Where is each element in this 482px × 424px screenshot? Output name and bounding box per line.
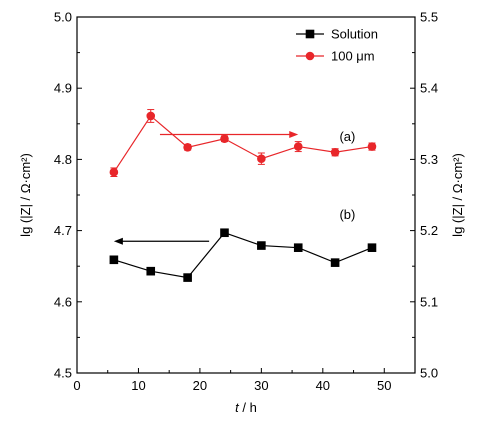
data-point — [257, 241, 266, 250]
arrow-head — [113, 237, 123, 245]
annotation-label: (a) — [339, 129, 355, 144]
x-tick-label: 10 — [131, 378, 145, 393]
annotation-label: (b) — [339, 207, 355, 222]
x-tick-label: 30 — [254, 378, 268, 393]
plot-area-border — [76, 16, 416, 374]
y-axis-title-left: lg (|Z| / Ω·cm²) — [18, 153, 33, 237]
y-axis-title-right: lg (|Z| / Ω·cm²) — [450, 153, 465, 237]
y-left-tick-label: 4.5 — [54, 366, 72, 381]
y-axis-right: 5.0 5.1 5.2 5.3 5.4 5.5 — [410, 10, 438, 381]
y-right-tick-label: 5.5 — [420, 10, 438, 25]
plot-frame — [76, 16, 416, 374]
legend-label: Solution — [331, 27, 378, 42]
data-point — [330, 147, 340, 157]
y-axis-left: 4.5 4.6 4.7 4.8 4.9 5.0 — [54, 10, 82, 381]
y-right-tick-label: 5.1 — [420, 294, 438, 309]
series-2 — [109, 109, 377, 177]
data-point — [330, 258, 340, 267]
data-point — [220, 134, 229, 144]
data-point — [293, 142, 303, 151]
data-point — [109, 167, 119, 177]
data-point — [220, 228, 229, 238]
legend-marker — [305, 29, 315, 39]
annotations: (a) (b) — [339, 129, 355, 222]
series-line — [113, 115, 373, 173]
legend-marker — [305, 51, 315, 61]
y-right-tick-label: 5.2 — [420, 223, 438, 238]
y-left-tick-label: 4.9 — [54, 81, 72, 96]
data-point — [183, 273, 192, 282]
data-point — [367, 243, 377, 252]
y-left-tick-label: 4.8 — [54, 152, 72, 167]
arrows — [113, 130, 299, 245]
series-line — [113, 232, 373, 279]
x-axis: 0 10 20 30 40 50 — [73, 368, 392, 393]
x-axis-title: t / h — [235, 400, 257, 415]
x-axis-title-var: t — [235, 400, 240, 415]
data-point — [257, 154, 266, 163]
data-point — [146, 111, 156, 121]
y-right-tick-label: 5.4 — [420, 81, 438, 96]
y-right-tick-label: 5.0 — [420, 366, 438, 381]
x-tick-label: 20 — [193, 378, 207, 393]
legend-label: 100 μm — [331, 49, 375, 64]
data-point — [293, 243, 303, 252]
data-point — [183, 142, 192, 152]
series-1 — [109, 228, 377, 282]
series-layer — [109, 109, 377, 282]
y-left-tick-label: 4.6 — [54, 294, 72, 309]
y-left-tick-label: 4.7 — [54, 223, 72, 238]
data-point — [109, 255, 119, 265]
x-tick-label: 0 — [73, 378, 80, 393]
legend: Solution 100 μm — [296, 27, 378, 64]
data-point — [367, 142, 377, 151]
data-point — [146, 266, 156, 276]
x-tick-label: 40 — [316, 378, 330, 393]
y-right-tick-label: 5.3 — [420, 152, 438, 167]
x-tick-label: 50 — [377, 378, 391, 393]
arrow-head — [289, 130, 299, 138]
y-left-tick-label: 5.0 — [54, 10, 72, 25]
x-axis-title-unit: / h — [239, 400, 257, 415]
